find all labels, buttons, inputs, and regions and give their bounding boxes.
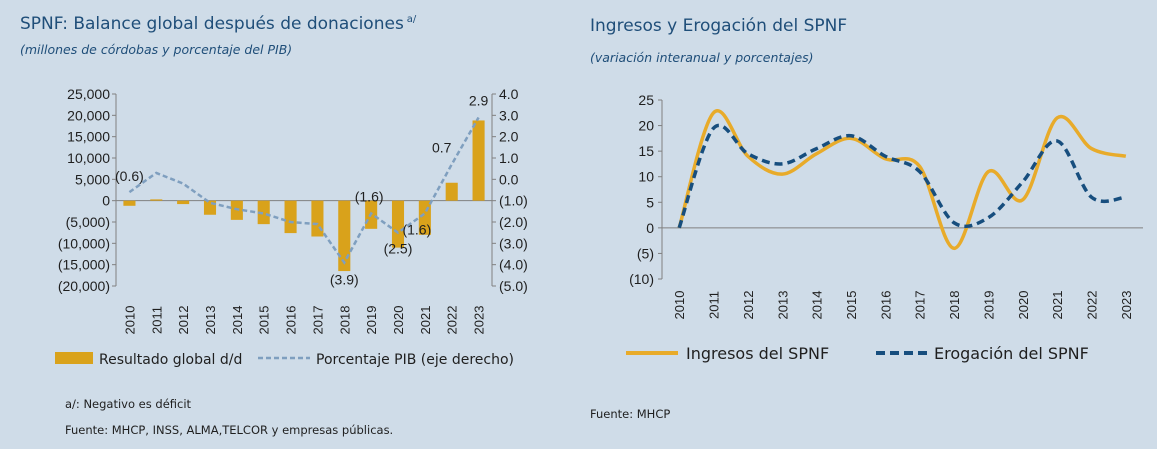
y-tick-label: (10,000)	[58, 235, 110, 251]
y-tick-label: 5,000	[75, 171, 110, 187]
y2-tick-label: 2.0	[499, 129, 519, 145]
y2-tick-label: (4.0)	[499, 257, 528, 273]
y-tick-label: (5,000)	[66, 214, 110, 230]
y-tick-label: 25,000	[67, 86, 110, 102]
x-tick-label: 2011	[149, 306, 164, 334]
data-label: (1.6)	[355, 188, 384, 204]
y-tick-label: 20	[638, 118, 654, 134]
legend-bar-swatch	[55, 352, 93, 364]
x-tick-label: 2015	[844, 291, 859, 320]
x-tick-label: 2011	[707, 291, 722, 319]
y2-tick-label: (2.0)	[499, 214, 528, 230]
y2-tick-label: 3.0	[499, 107, 519, 123]
x-tick-label: 2019	[364, 306, 379, 335]
x-tick-label: 2018	[337, 306, 352, 335]
bar	[150, 199, 163, 201]
x-tick-label: 2012	[741, 291, 756, 320]
data-label: 2.9	[469, 92, 489, 108]
erogacion-line	[677, 123, 1127, 229]
y-tick-label: 20,000	[67, 107, 110, 123]
data-label: 0.7	[432, 139, 452, 155]
data-label: (3.9)	[330, 272, 359, 288]
y-tick-label: 25	[638, 92, 654, 108]
left-footnote: a/: Negativo es déficit	[65, 397, 192, 411]
data-label: (2.5)	[384, 241, 413, 257]
bar	[445, 182, 458, 201]
y-tick-label: (10)	[629, 271, 654, 287]
x-tick-label: 2010	[122, 306, 137, 335]
y-tick-label: 15	[638, 143, 654, 159]
left-chart-subtitle: (millones de córdobas y porcentaje del P…	[20, 42, 293, 57]
left-title-text: SPNF: Balance global después de donacion…	[20, 14, 404, 34]
y-tick-label: 0	[102, 193, 110, 209]
x-tick-label: 2013	[203, 306, 218, 335]
y2-tick-label: 1.0	[499, 150, 519, 166]
x-tick-label: 2018	[947, 291, 962, 320]
pib-line	[128, 116, 480, 265]
y-tick-label: 15,000	[67, 129, 110, 145]
x-tick-label: 2010	[672, 291, 687, 320]
bar	[257, 200, 270, 225]
legend-erogacion-label: Erogación del SPNF	[934, 344, 1089, 363]
bar	[177, 200, 190, 205]
data-label: (0.6)	[115, 168, 144, 184]
x-tick-label: 2023	[472, 306, 487, 335]
x-tick-label: 2015	[257, 306, 272, 335]
y2-tick-label: 0.0	[499, 171, 519, 187]
y2-tick-label: (1.0)	[499, 193, 528, 209]
right-chart-title: Ingresos y Erogación del SPNF	[590, 16, 848, 36]
legend-ingresos-label: Ingresos del SPNF	[686, 344, 829, 363]
x-tick-label: 2013	[775, 291, 790, 320]
x-tick-label: 2017	[310, 306, 325, 335]
y2-tick-label: (5.0)	[499, 278, 528, 294]
y2-tick-label: (3.0)	[499, 235, 528, 251]
x-tick-label: 2020	[391, 306, 406, 335]
left-source: Fuente: MHCP, INSS, ALMA,TELCOR y empres…	[65, 423, 394, 437]
x-tick-label: 2022	[1084, 291, 1099, 320]
x-tick-label: 2014	[810, 291, 825, 320]
y-tick-label: 0	[646, 220, 654, 236]
y2-tick-label: 4.0	[499, 86, 519, 102]
x-tick-label: 2016	[878, 291, 893, 320]
x-tick-label: 2023	[1119, 291, 1134, 320]
right-chart-subtitle: (variación interanual y porcentajes)	[590, 50, 814, 65]
bar	[311, 200, 324, 237]
y-tick-label: (5)	[637, 245, 654, 261]
left-chart-title: SPNF: Balance global después de donacion…	[20, 14, 416, 34]
x-tick-label: 2014	[230, 306, 245, 335]
x-tick-label: 2022	[445, 306, 460, 335]
data-label: (1.6)	[402, 221, 431, 237]
bar	[123, 200, 136, 206]
x-tick-label: 2017	[913, 291, 928, 320]
y-tick-label: (20,000)	[58, 278, 110, 294]
x-tick-label: 2021	[418, 306, 433, 335]
bar	[391, 200, 405, 248]
y-tick-label: 5	[646, 194, 654, 210]
y-tick-label: 10,000	[67, 150, 110, 166]
x-tick-label: 2021	[1050, 291, 1065, 320]
x-tick-label: 2016	[284, 306, 299, 335]
legend-line-label: Porcentaje PIB (eje derecho)	[316, 352, 514, 368]
y-tick-label: 10	[638, 169, 654, 185]
x-tick-label: 2012	[176, 306, 191, 335]
legend-bar-label: Resultado global d/d	[99, 352, 242, 368]
x-tick-label: 2020	[1016, 291, 1031, 320]
left-title-footnote-mark: a/	[406, 14, 417, 26]
bar	[284, 200, 297, 234]
bar	[338, 200, 351, 272]
right-source: Fuente: MHCP	[590, 407, 671, 421]
x-tick-label: 2019	[981, 291, 996, 320]
y-tick-label: (15,000)	[58, 257, 110, 273]
bar	[472, 120, 485, 201]
ingresos-line	[677, 109, 1127, 251]
